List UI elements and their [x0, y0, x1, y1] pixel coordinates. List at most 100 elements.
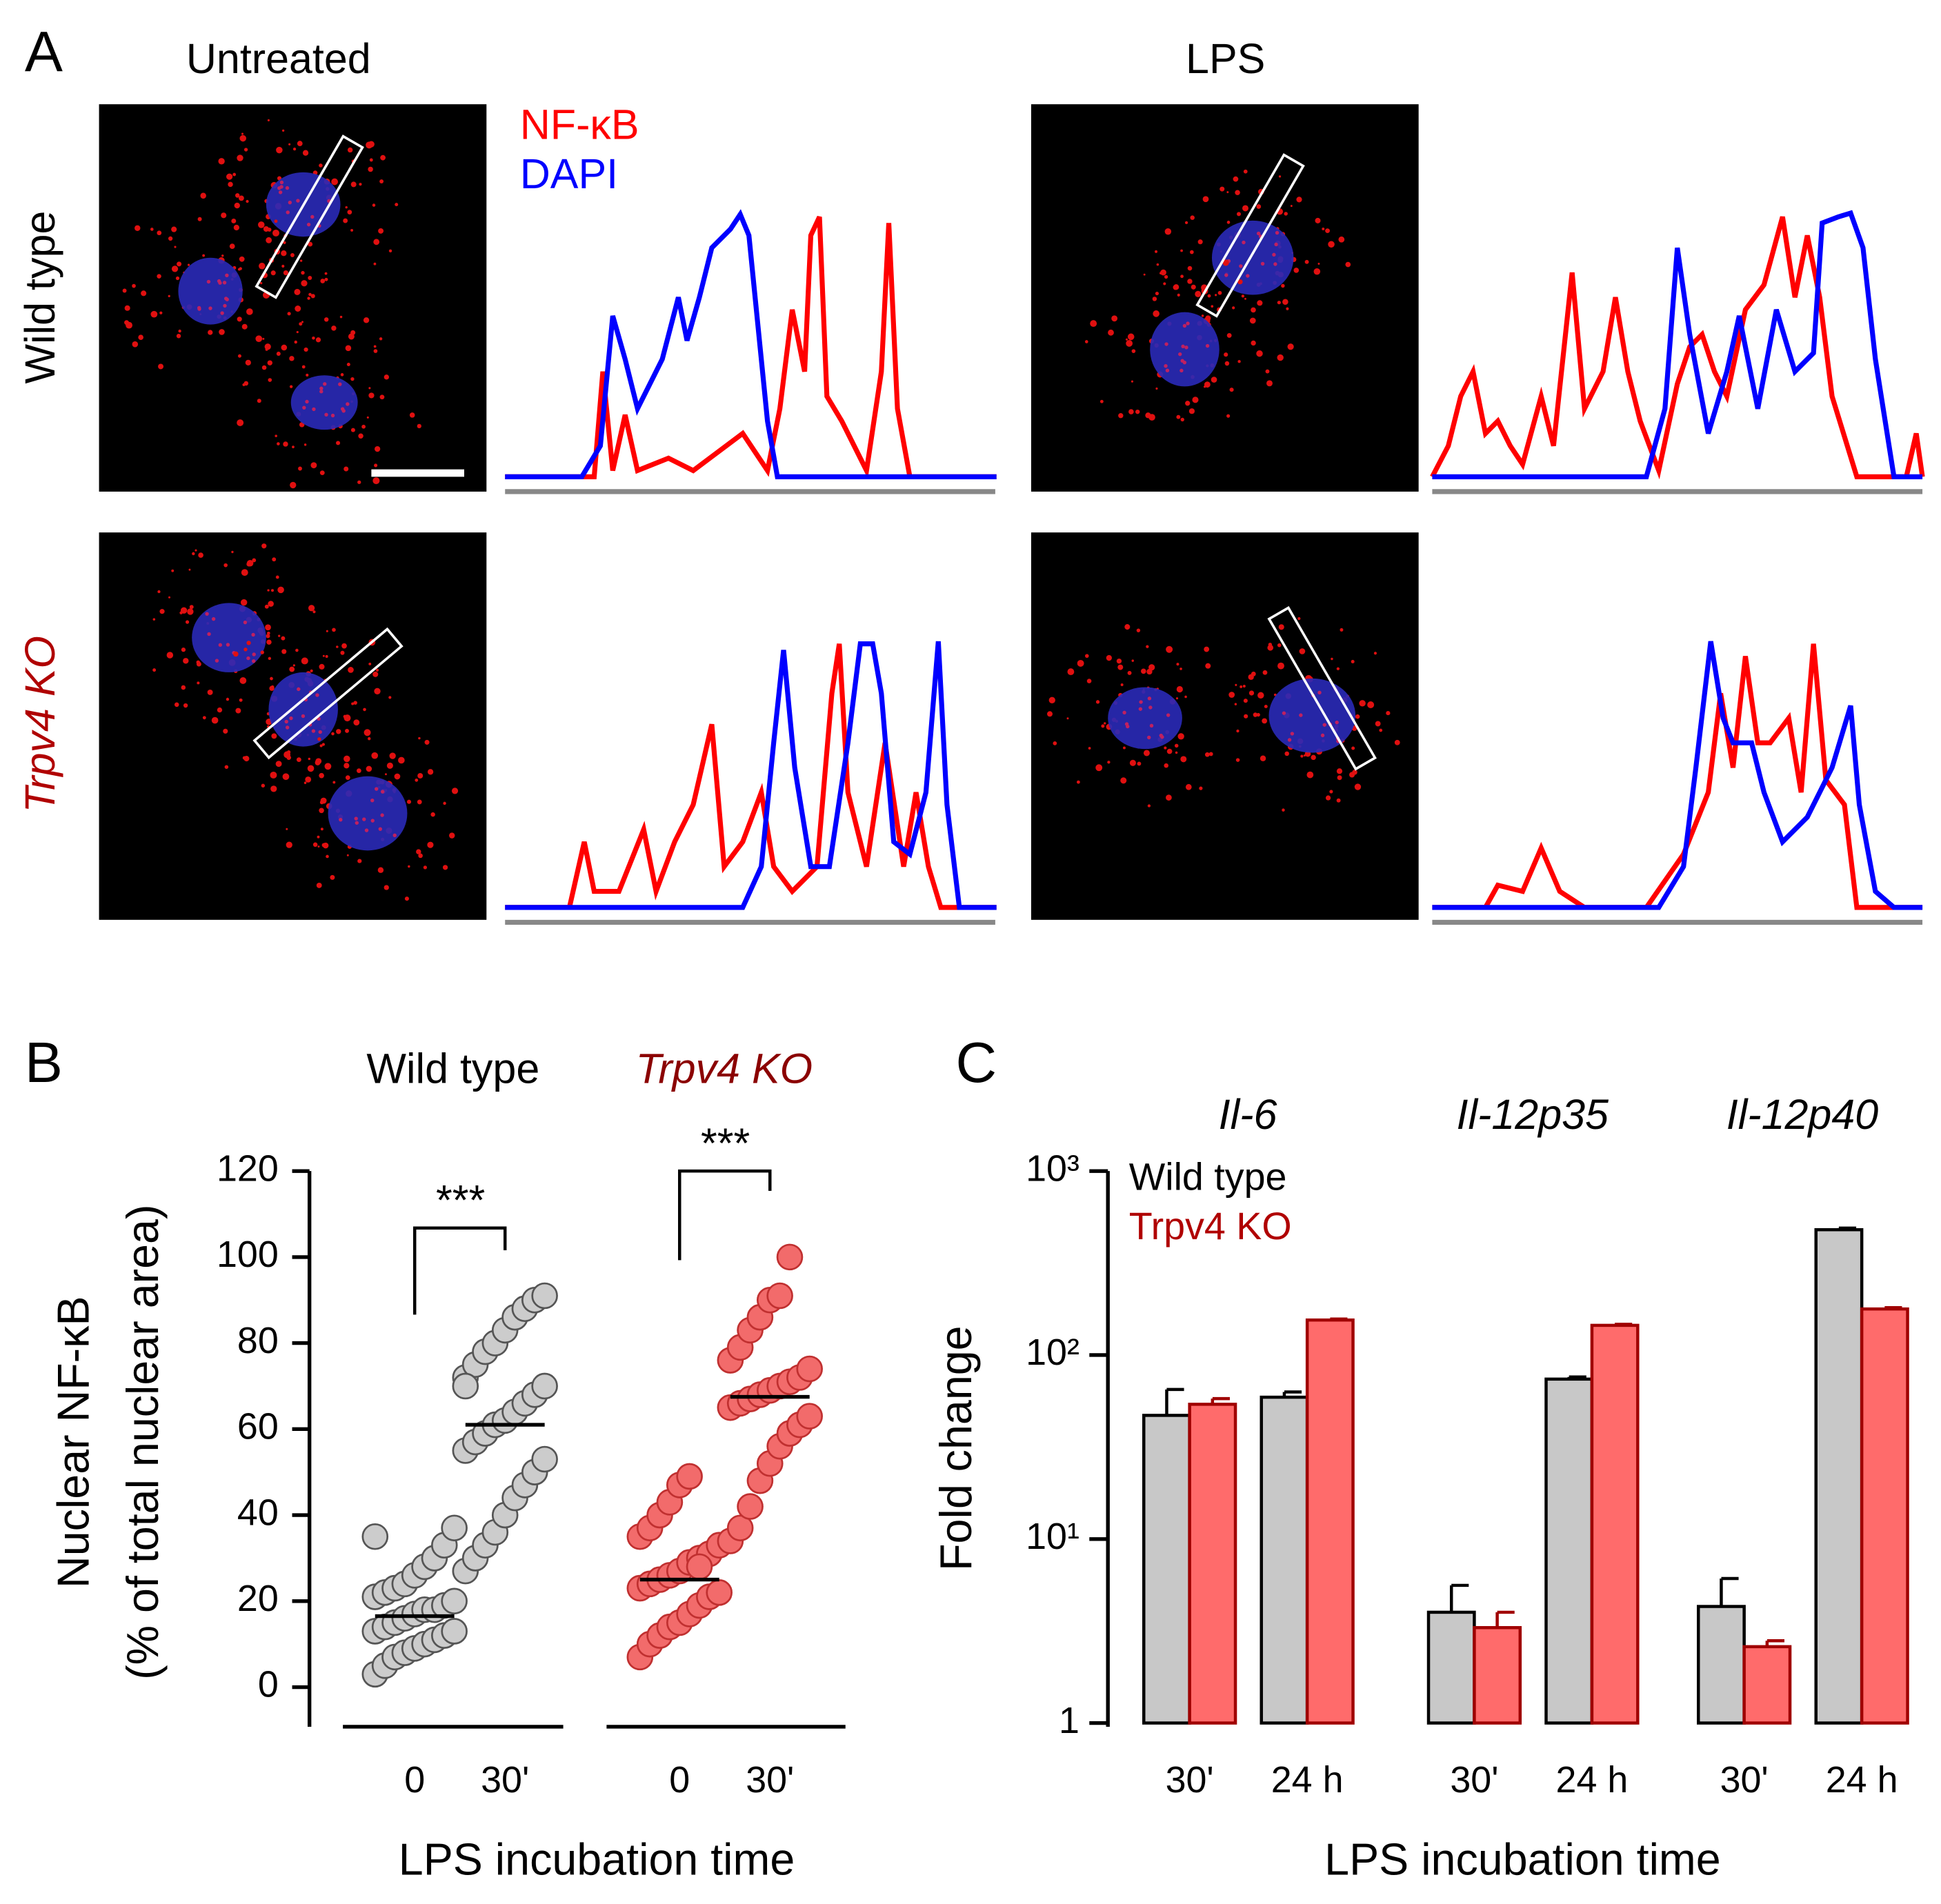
bar	[1742, 1645, 1792, 1725]
nfkb-speckle	[443, 801, 446, 805]
nfkb-speckle	[239, 677, 247, 684]
nfkb-speckle	[303, 443, 307, 446]
nfkb-speckle	[1349, 772, 1355, 778]
nfkb-speckle	[1236, 729, 1240, 733]
nfkb-speckle	[408, 865, 410, 868]
nfkb-speckle	[206, 279, 211, 284]
nfkb-speckle	[1275, 230, 1280, 235]
nfkb-speckle	[315, 337, 321, 343]
nfkb-speckle	[1177, 733, 1184, 740]
nfkb-speckle	[265, 348, 268, 351]
nfkb-speckle	[286, 828, 288, 830]
nfkb-speckle	[1234, 703, 1237, 705]
nfkb-speckle	[1265, 369, 1270, 374]
nfkb-speckle	[1386, 710, 1391, 716]
nfkb-speckle	[1239, 264, 1243, 268]
nfkb-speckle	[1191, 284, 1196, 290]
nfkb-speckle	[1124, 624, 1131, 630]
nfkb-speckle	[1155, 387, 1158, 390]
nfkb-speckle	[175, 276, 180, 281]
nfkb-speckle	[197, 217, 202, 221]
nfkb-speckle	[310, 462, 317, 469]
nfkb-speckle	[183, 658, 189, 664]
nfkb-speckle	[1267, 644, 1274, 651]
nfkb-speckle	[1148, 414, 1155, 421]
nfkb-speckle	[339, 817, 343, 822]
nfkb-speckle	[330, 413, 335, 418]
data-point	[361, 1523, 389, 1550]
nfkb-speckle	[323, 382, 327, 386]
nfkb-speckle	[272, 229, 279, 237]
nfkb-speckle	[177, 261, 182, 267]
nfkb-speckle	[417, 772, 424, 779]
nfkb-speckle	[252, 659, 256, 663]
nfkb-speckle	[1336, 768, 1343, 774]
nfkb-speckle	[1355, 714, 1360, 719]
nfkb-speckle	[1180, 417, 1184, 422]
nfkb-speckle	[1277, 301, 1281, 305]
column-header: Untreated	[186, 35, 371, 82]
nfkb-speckle	[270, 270, 276, 276]
nfkb-speckle	[1174, 743, 1179, 748]
line-roi	[255, 134, 364, 299]
nfkb-speckle	[364, 729, 371, 736]
nfkb-speckle	[350, 428, 355, 432]
nfkb-speckle	[171, 226, 177, 232]
nfkb-speckle	[368, 392, 375, 399]
panel-label: A	[25, 20, 63, 83]
nfkb-speckle	[395, 203, 399, 207]
nfkb-speckle	[386, 762, 393, 769]
nfkb-speckle	[292, 445, 295, 449]
line-roi	[1267, 605, 1377, 771]
nfkb-speckle	[1354, 783, 1362, 790]
nfkb-speckle	[389, 752, 396, 759]
dapi-profile	[1432, 210, 1923, 479]
nfkb-speckle	[1126, 340, 1133, 347]
nfkb-speckle	[1282, 711, 1286, 715]
nfkb-speckle	[275, 761, 282, 768]
bar	[1697, 1605, 1746, 1725]
nfkb-speckle	[312, 610, 316, 614]
nfkb-speckle	[286, 841, 292, 848]
nfkb-speckle	[308, 605, 315, 612]
nfkb-speckle	[1135, 409, 1140, 414]
nfkb-speckle	[1207, 294, 1211, 298]
nfkb-speckle	[1127, 333, 1135, 341]
nfkb-speckle	[124, 305, 130, 311]
nfkb-speckle	[1090, 320, 1097, 328]
nfkb-speckle	[317, 737, 321, 741]
legend-entry: DAPI	[520, 150, 618, 197]
nfkb-speckle	[345, 775, 350, 780]
nfkb-speckle	[308, 276, 312, 280]
bar	[1814, 1227, 1864, 1725]
nfkb-speckle	[282, 773, 290, 781]
nfkb-speckle	[195, 549, 197, 552]
nfkb-speckle	[196, 660, 200, 665]
nfkb-speckle	[375, 787, 379, 791]
nfkb-speckle	[378, 228, 384, 234]
nfkb-speckle	[294, 340, 297, 344]
nfkb-speckle	[152, 668, 157, 672]
nfkb-speckle	[1315, 217, 1321, 223]
nfkb-speckle	[1290, 732, 1295, 736]
nfkb-speckle	[1148, 705, 1153, 710]
nfkb-speckle	[353, 701, 357, 705]
nfkb-speckle	[1095, 700, 1100, 704]
nfkb-speckle	[188, 568, 191, 571]
nfkb-speckle	[1211, 377, 1217, 383]
nfkb-speckle	[221, 254, 224, 257]
nfkb-speckle	[1244, 714, 1248, 719]
data-point	[766, 1282, 793, 1310]
x-tick-label: 24 h	[1826, 1759, 1898, 1801]
nfkb-speckle	[171, 265, 179, 272]
nfkb-speckle	[341, 643, 347, 649]
nfkb-speckle	[278, 634, 281, 637]
nfkb-speckle	[1180, 274, 1184, 279]
nfkb-speckle	[331, 732, 335, 736]
dapi-profile	[1432, 641, 1923, 910]
y-tick-label: 20	[237, 1578, 279, 1619]
nfkb-speckle	[372, 203, 376, 207]
nfkb-speckle	[294, 288, 301, 295]
nfkb-speckle	[1047, 711, 1053, 717]
nfkb-speckle	[1208, 752, 1213, 756]
